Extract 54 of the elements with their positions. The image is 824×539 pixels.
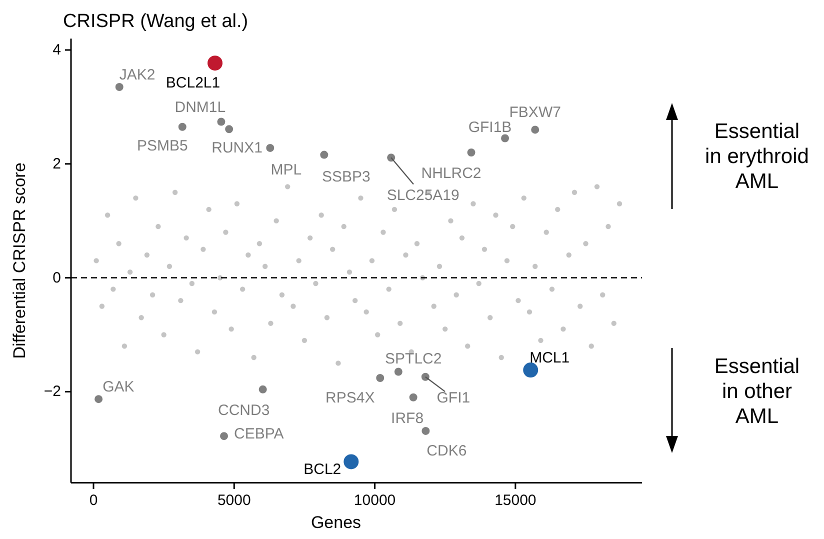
annotation: CEBPA (234, 426, 284, 443)
annotation: RUNX1 (212, 140, 263, 157)
x-axis-title: Genes (310, 513, 362, 532)
point (523, 362, 538, 378)
text: Essential in erythroid AML (705, 120, 809, 193)
annotation: CDK6 (426, 442, 467, 460)
annotation: CCND3 (218, 402, 270, 419)
point (94, 395, 103, 404)
x-tick-label: 15000 (494, 492, 536, 509)
point (258, 385, 267, 394)
point (376, 374, 384, 382)
point (501, 134, 510, 142)
y-tick-label: −2 (44, 383, 61, 400)
point (422, 426, 430, 435)
point (387, 154, 396, 162)
point (115, 83, 124, 92)
text: Essential in other AML (714, 355, 800, 428)
y-axis-title: Differential CRISPR score (10, 162, 29, 359)
point (208, 56, 223, 71)
point (217, 118, 226, 126)
chart-title: CRISPR (Wang et al.) (63, 11, 248, 32)
y-tick-label: 4 (52, 41, 61, 58)
annotation: FBXW7 (509, 104, 561, 122)
annotation: SSBP3 (322, 168, 370, 186)
point (531, 126, 540, 134)
x-tick-label: 10000 (354, 492, 396, 509)
annotation: SPTLC2 (385, 350, 442, 368)
x-tick-label: 5000 (217, 492, 251, 509)
point (225, 125, 234, 134)
annotation: GAK (102, 378, 134, 396)
annotation: MPL (270, 161, 302, 178)
point (320, 150, 328, 159)
point (467, 148, 476, 156)
annotation: JAK2 (119, 66, 156, 84)
x-tick-label: 0 (89, 492, 98, 509)
annotation: PSMB5 (136, 137, 188, 154)
point (344, 454, 359, 470)
annotation: DNM1L (174, 99, 226, 116)
annotation: SLC25A19 (386, 187, 460, 204)
point (266, 144, 274, 152)
annotation: BCL2 (304, 461, 342, 478)
point (178, 122, 186, 131)
y-tick-label: 2 (52, 155, 61, 172)
annotation: IRF8 (391, 410, 424, 427)
annotation: NHLRC2 (421, 164, 482, 182)
annotation: MCL1 (530, 350, 570, 367)
point (409, 393, 418, 402)
point (394, 368, 402, 376)
annotation: RPS4X (326, 390, 375, 407)
annotation: BCL2L1 (166, 74, 220, 92)
annotation: GFI1B (468, 118, 512, 136)
point (220, 432, 228, 440)
y-tick-label: 0 (52, 269, 61, 286)
annotation: GFI1 (436, 389, 470, 406)
